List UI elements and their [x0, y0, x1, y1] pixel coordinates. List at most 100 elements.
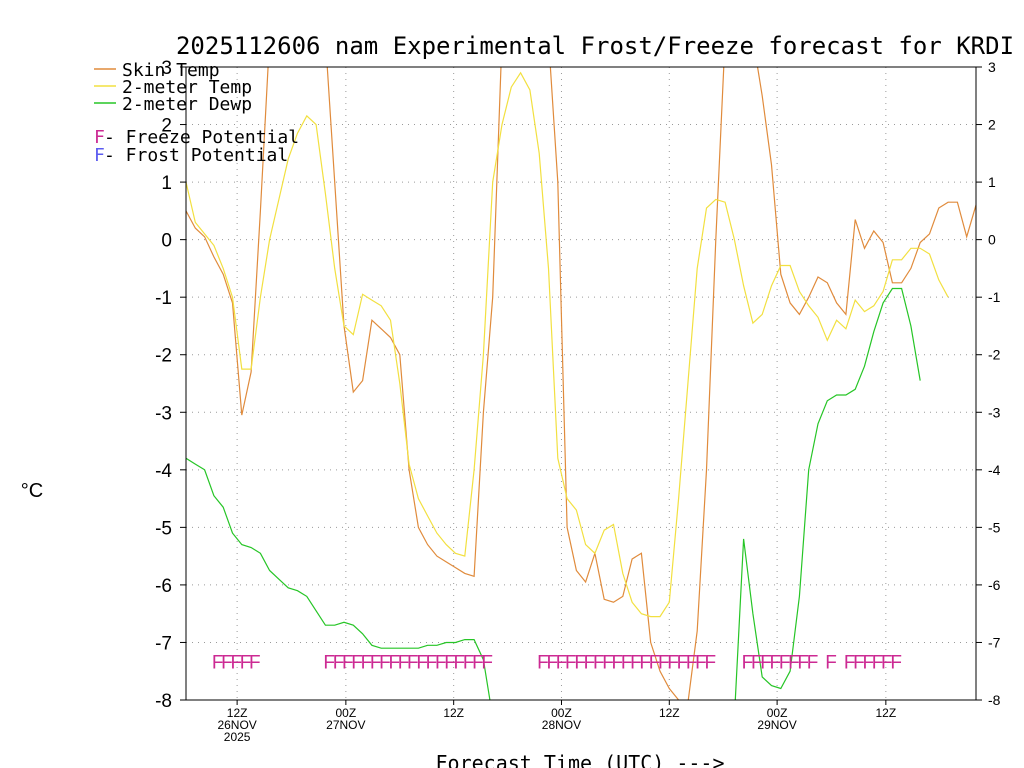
legend-label: Skin Temp [122, 60, 220, 81]
legend-note-text: - Frost Potential [104, 145, 288, 166]
y-tick-label-left: 1 [161, 173, 172, 194]
freeze-marker: F [770, 652, 782, 673]
freeze-marker: F [454, 652, 466, 673]
y-tick-label-right: -1 [988, 289, 1001, 305]
freeze-marker: F [593, 652, 605, 673]
x-tick-label: 2025 [224, 730, 251, 744]
y-tick-label-right: -7 [988, 634, 1001, 650]
freeze-marker: F [872, 652, 884, 673]
y-tick-label-right: -5 [988, 519, 1001, 535]
freeze-marker: F [602, 652, 614, 673]
x-tick-label: 12Z [443, 706, 464, 720]
x-tick-label: 12Z [227, 706, 248, 720]
freeze-marker: F [379, 652, 391, 673]
chart-title: 2025112606 nam Experimental Frost/Freeze… [176, 32, 1014, 60]
y-tick-label-left: 2 [161, 116, 172, 137]
freeze-marker: F [695, 652, 707, 673]
freeze-marker: F [658, 652, 670, 673]
freeze-marker: F [230, 652, 242, 673]
y-tick-label-left: -7 [155, 633, 172, 654]
freeze-marker: F [797, 652, 809, 673]
freeze-marker: F [862, 652, 874, 673]
legend-label: 2-meter Dewp [122, 94, 252, 115]
freeze-marker: F [807, 652, 819, 673]
freeze-marker: F [556, 652, 568, 673]
freeze-marker: F [398, 652, 410, 673]
freeze-marker: F [537, 652, 549, 673]
freeze-marker: F [704, 652, 716, 673]
freeze-marker: F [677, 652, 689, 673]
x-tick-label: 12Z [876, 706, 897, 720]
freeze-marker: F [612, 652, 624, 673]
freeze-marker: F [426, 652, 438, 673]
freeze-marker: F [825, 652, 837, 673]
freeze-marker: F [621, 652, 633, 673]
freeze-marker: F [435, 652, 447, 673]
freeze-marker: F [407, 652, 419, 673]
y-tick-label-right: -4 [988, 462, 1001, 478]
freeze-marker: F [584, 652, 596, 673]
series-lines [186, 67, 976, 700]
freeze-marker: F [639, 652, 651, 673]
freeze-marker: F [742, 652, 754, 673]
freeze-marker: F [779, 652, 791, 673]
freeze-marker: F [853, 652, 865, 673]
series-line-skin-temp [186, 67, 976, 700]
legend-note-letter: F [94, 127, 105, 148]
freeze-marker: F [444, 652, 456, 673]
y-tick-label-right: 2 [988, 117, 996, 133]
y-tick-label-left: -6 [155, 576, 172, 597]
freeze-marker: F [751, 652, 763, 673]
x-tick-label: 29NOV [757, 718, 796, 732]
y-tick-label-left: 3 [161, 58, 172, 79]
y-tick-label-left: -2 [155, 346, 172, 367]
freeze-marker: F [472, 652, 484, 673]
freeze-marker: F [788, 652, 800, 673]
y-tick-label-right: 1 [988, 174, 996, 190]
y-tick-label-right: -2 [988, 347, 1001, 363]
freeze-marker: F [416, 652, 428, 673]
y-axis-ticks: -8 -8 -7 -7 -6 -6 -5 -5 -4 -4 -3 -3 -2 -2 -1 -1 0 0 1 1 2 2 3 3 [155, 58, 1001, 712]
y-tick-label-left: -5 [155, 518, 172, 539]
freeze-marker: F [370, 652, 382, 673]
freeze-marker: F [342, 652, 354, 673]
y-tick-label-right: -8 [988, 692, 1001, 708]
x-axis-label: Forecast Time (UTC) ---> [436, 751, 725, 768]
freeze-marker: F [323, 652, 335, 673]
series-line-2-meter-temp [186, 71, 949, 618]
freeze-marker: F [760, 652, 772, 673]
legend-note-letter: F [94, 145, 105, 166]
freeze-marker: F [361, 652, 373, 673]
y-tick-label-left: -3 [155, 403, 172, 424]
freeze-marker: F [240, 652, 252, 673]
freeze-marker: F [649, 652, 661, 673]
freeze-marker: F [565, 652, 577, 673]
x-tick-label: 12Z [659, 706, 680, 720]
legend-label: 2-meter Temp [122, 77, 252, 98]
y-tick-label-right: 0 [988, 232, 996, 248]
freeze-marker: F [686, 652, 698, 673]
freeze-marker: F [630, 652, 642, 673]
freeze-marker: F [463, 652, 475, 673]
y-tick-label-left: -4 [155, 461, 172, 482]
legend-note-text: - Freeze Potential [104, 127, 299, 148]
series-line-2-meter-dewp [186, 287, 921, 700]
x-tick-label: 27NOV [326, 718, 365, 732]
y-tick-label-right: 3 [988, 59, 996, 75]
x-tick-label: 00Z [767, 706, 788, 720]
freeze-marker: F [481, 652, 493, 673]
freeze-marker: F [221, 652, 233, 673]
freeze-marker: F [890, 652, 902, 673]
freeze-marker: F [546, 652, 558, 673]
x-tick-label: 28NOV [542, 718, 581, 732]
x-tick-label: 26NOV [217, 718, 256, 732]
freeze-marker: F [388, 652, 400, 673]
freeze-marker: F [574, 652, 586, 673]
freeze-marker: F [667, 652, 679, 673]
y-axis-label: °C [21, 480, 43, 502]
freeze-marker: F [844, 652, 856, 673]
x-tick-label: 00Z [336, 706, 357, 720]
